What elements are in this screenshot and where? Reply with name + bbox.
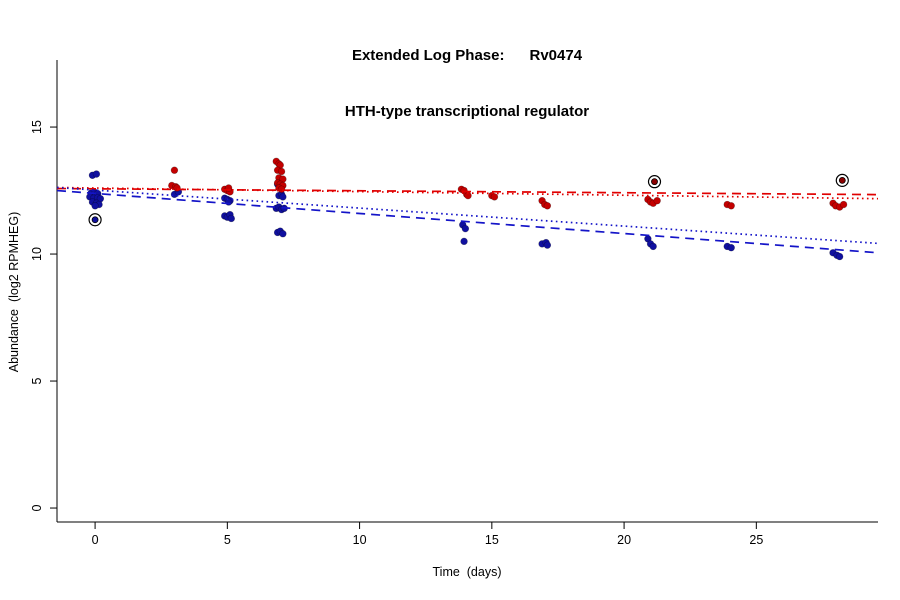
y-tick-label: 5: [30, 378, 44, 385]
trend-line-red-dotted: [56, 186, 879, 200]
outlier-point: [91, 216, 99, 224]
data-point-condition-blue: [460, 237, 468, 246]
x-axis-label: Time (days): [432, 565, 502, 579]
data-point-condition-blue: [279, 193, 287, 201]
data-point-condition-blue: [227, 214, 236, 223]
chart-title-line1: Extended Log Phase: Rv0474: [351, 47, 583, 64]
data-point-condition-red: [277, 167, 286, 176]
data-point-condition-red: [727, 202, 735, 210]
outlier-ring: [647, 175, 662, 189]
outlier-ring: [835, 173, 849, 187]
data-point-condition-blue: [461, 224, 470, 233]
x-tick-label: 25: [749, 533, 763, 547]
x-tick-label: 0: [92, 533, 99, 547]
data-point-condition-red: [490, 193, 499, 201]
y-tick-label: 0: [30, 505, 44, 512]
x-tick-label: 15: [485, 533, 499, 547]
outlier-point: [651, 178, 658, 186]
data-point-condition-blue: [649, 242, 657, 251]
data-point-condition-blue: [91, 202, 99, 210]
outlier-ring: [88, 213, 102, 227]
data-point-condition-blue: [543, 241, 552, 249]
data-point-condition-red: [173, 184, 181, 192]
trend-line-red-dashed: [56, 187, 879, 196]
x-tick-label: 10: [353, 533, 367, 547]
chart-title: Extended Log Phase: Rv0474 HTH-type tran…: [345, 10, 589, 158]
chart-title-line2: HTH-type transcriptional regulator: [344, 103, 590, 120]
data-point-condition-blue: [727, 243, 735, 252]
trend-line-blue-dotted: [56, 186, 879, 245]
data-point-condition-red: [839, 200, 848, 209]
outlier-point: [838, 176, 846, 184]
data-point-condition-blue: [279, 230, 287, 238]
y-tick-label: 15: [30, 120, 44, 134]
x-tick-label: 5: [224, 533, 231, 547]
data-point-condition-red: [653, 197, 661, 205]
x-tick-label: 20: [617, 533, 631, 547]
data-point-condition-red: [543, 202, 552, 210]
y-tick-label: 10: [30, 247, 44, 261]
data-point-condition-red: [277, 185, 286, 193]
data-point-condition-blue: [92, 170, 101, 178]
data-point-condition-red: [170, 166, 179, 174]
data-point-condition-blue: [835, 252, 844, 261]
trend-line-blue-dashed: [56, 189, 879, 254]
